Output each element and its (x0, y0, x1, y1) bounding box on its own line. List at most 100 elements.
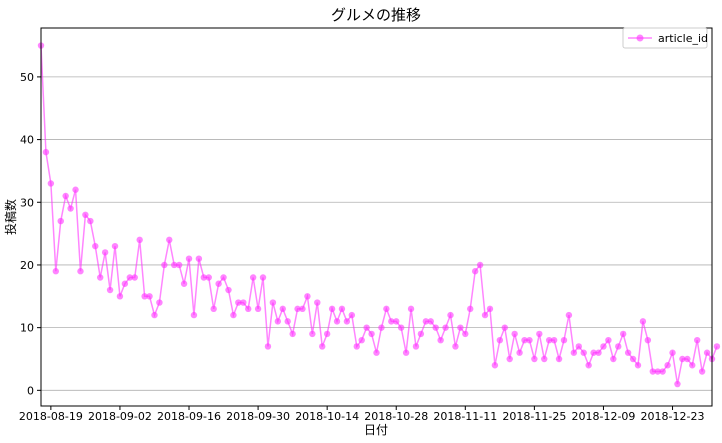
data-point-54 (304, 293, 311, 300)
data-point-2 (47, 180, 55, 187)
data-point-47 (269, 299, 277, 306)
data-point-105 (555, 355, 563, 363)
data-point-60 (333, 318, 341, 325)
data-point-122 (639, 318, 647, 325)
legend-entry-article-id: article_id (658, 32, 708, 45)
data-point-82 (442, 324, 449, 331)
data-point-8 (77, 268, 84, 275)
data-point-40 (235, 299, 242, 306)
data-point-27 (171, 261, 178, 269)
data-point-48 (274, 318, 282, 325)
data-point-36 (215, 280, 222, 287)
data-point-88 (471, 268, 479, 275)
plot-frame (40, 27, 713, 407)
data-point-12 (97, 274, 104, 281)
data-point-90 (481, 311, 489, 319)
data-point-96 (511, 330, 518, 338)
y-tick-label-40: 40 (20, 134, 34, 147)
data-point-52 (294, 305, 301, 313)
x-tick-label-5: 2018-10-28 (364, 410, 428, 423)
data-point-21 (141, 293, 148, 300)
data-point-65 (358, 336, 365, 344)
data-point-76 (412, 343, 420, 350)
x-tick-label-9: 2018-12-23 (641, 410, 705, 423)
x-tick-label-0: 2018-08-19 (19, 410, 83, 423)
data-point-74 (402, 349, 410, 356)
data-point-41 (240, 299, 247, 306)
data-point-46 (264, 343, 272, 350)
data-point-11 (92, 242, 99, 250)
data-point-38 (225, 286, 232, 294)
data-point-98 (521, 336, 528, 344)
data-point-116 (610, 355, 617, 363)
data-point-66 (363, 324, 370, 331)
data-point-103 (545, 336, 553, 344)
legend-box (622, 27, 708, 49)
data-point-35 (210, 305, 217, 313)
data-point-92 (491, 362, 499, 369)
data-point-70 (383, 305, 390, 313)
data-point-78 (422, 318, 430, 325)
data-point-99 (526, 336, 533, 344)
gridlines (41, 76, 712, 391)
data-point-30 (185, 255, 193, 262)
data-point-31 (190, 311, 198, 319)
data-point-121 (634, 362, 642, 369)
data-point-125 (654, 368, 661, 375)
data-point-18 (126, 274, 134, 281)
data-point-13 (101, 249, 109, 256)
data-point-75 (407, 305, 415, 313)
y-tick-label-0: 0 (27, 384, 34, 397)
data-point-77 (417, 330, 425, 338)
data-point-56 (314, 299, 321, 306)
data-point-118 (619, 330, 627, 338)
data-point-69 (378, 324, 385, 331)
data-point-22 (146, 293, 153, 300)
data-point-104 (550, 336, 558, 344)
data-point-132 (689, 362, 696, 369)
data-point-129 (674, 380, 681, 388)
data-point-115 (605, 336, 612, 344)
data-point-107 (565, 311, 573, 319)
x-tick-label-1: 2018-09-02 (88, 410, 152, 423)
data-point-120 (629, 355, 637, 363)
data-point-9 (82, 211, 89, 219)
data-point-37 (220, 274, 227, 281)
data-point-123 (644, 336, 652, 344)
data-point-59 (328, 305, 336, 313)
data-point-114 (600, 343, 607, 350)
y-tick-label-20: 20 (20, 259, 34, 272)
data-point-7 (72, 186, 79, 193)
data-point-16 (116, 293, 124, 300)
data-point-93 (496, 336, 504, 344)
data-point-73 (397, 324, 405, 331)
data-point-63 (348, 311, 356, 319)
data-point-55 (309, 330, 316, 338)
data-point-25 (161, 261, 168, 269)
data-point-50 (284, 318, 291, 325)
data-point-100 (531, 355, 538, 363)
data-point-101 (536, 330, 543, 338)
data-point-126 (659, 368, 666, 375)
data-point-127 (664, 362, 671, 369)
data-point-51 (289, 330, 296, 338)
data-point-68 (373, 349, 380, 356)
data-point-67 (368, 330, 375, 338)
data-point-133 (694, 336, 701, 344)
data-point-42 (245, 305, 252, 313)
data-point-43 (249, 274, 257, 281)
x-axis-label: 日付 (364, 423, 388, 437)
y-tick-label-50: 50 (20, 71, 34, 84)
data-point-24 (156, 299, 163, 306)
data-point-137 (713, 343, 721, 350)
x-tick-label-6: 2018-11-11 (433, 410, 497, 423)
data-point-131 (684, 355, 691, 363)
data-point-85 (457, 324, 464, 331)
data-point-4 (57, 217, 64, 225)
y-tick-label-30: 30 (20, 196, 34, 209)
data-point-113 (595, 349, 602, 356)
data-point-111 (585, 362, 592, 369)
data-point-28 (175, 261, 183, 269)
data-point-117 (615, 343, 622, 350)
